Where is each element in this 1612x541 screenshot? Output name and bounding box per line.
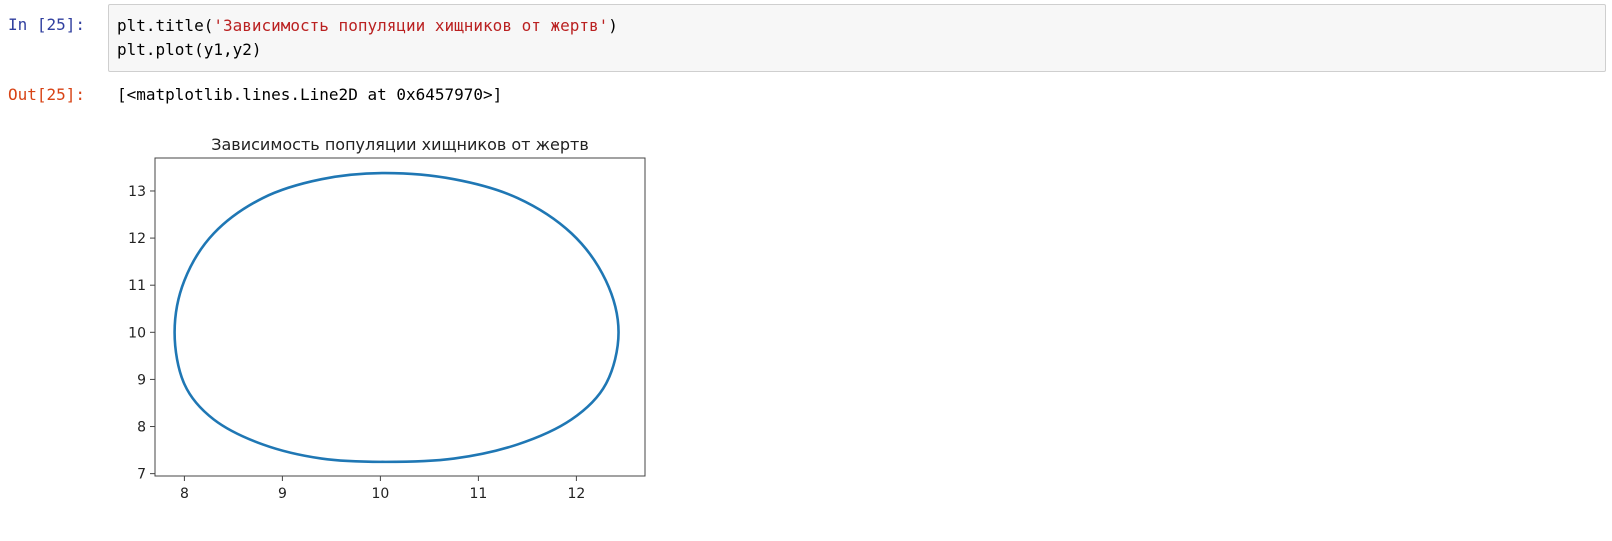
series-lines <box>173 171 620 464</box>
y-tick-label: 13 <box>128 184 146 200</box>
code-line-title: plt.title('Зависимость популяции хищнико… <box>117 15 618 37</box>
line-chart: Зависимость популяции хищников от жертв … <box>128 135 646 502</box>
x-tick-label: 10 <box>371 486 389 502</box>
y-tick-label: 11 <box>128 278 146 294</box>
output-prompt: Out[25]: <box>8 85 86 104</box>
y-tick-label: 8 <box>137 420 146 436</box>
code-line-plot: plt.plot(y1,y2) <box>117 40 262 59</box>
chart-title: Зависимость популяции хищников от жертв <box>211 135 589 154</box>
series-line-0 <box>173 171 620 464</box>
y-tick-label: 9 <box>137 372 146 388</box>
x-tick-label: 11 <box>469 486 487 502</box>
x-tick-label: 9 <box>278 486 287 502</box>
plot-area <box>154 157 646 477</box>
code-cell-editor[interactable]: plt.title('Зависимость популяции хищнико… <box>108 4 1606 72</box>
axis-ticks: 8 9 10 11 12 7 8 9 10 11 12 13 <box>128 184 585 502</box>
y-tick-label: 12 <box>128 231 146 247</box>
output-text: [<matplotlib.lines.Line2D at 0x6457970>] <box>117 85 503 104</box>
y-tick-label: 7 <box>137 467 146 483</box>
code-title-prefix: plt.title( <box>117 16 214 35</box>
code-title-suffix: ) <box>608 16 618 35</box>
x-tick-label: 8 <box>180 486 189 502</box>
x-tick-label: 12 <box>567 486 585 502</box>
input-prompt: In [25]: <box>8 15 86 34</box>
y-tick-label: 10 <box>128 325 146 341</box>
code-title-string: 'Зависимость популяции хищников от жертв… <box>213 16 609 35</box>
